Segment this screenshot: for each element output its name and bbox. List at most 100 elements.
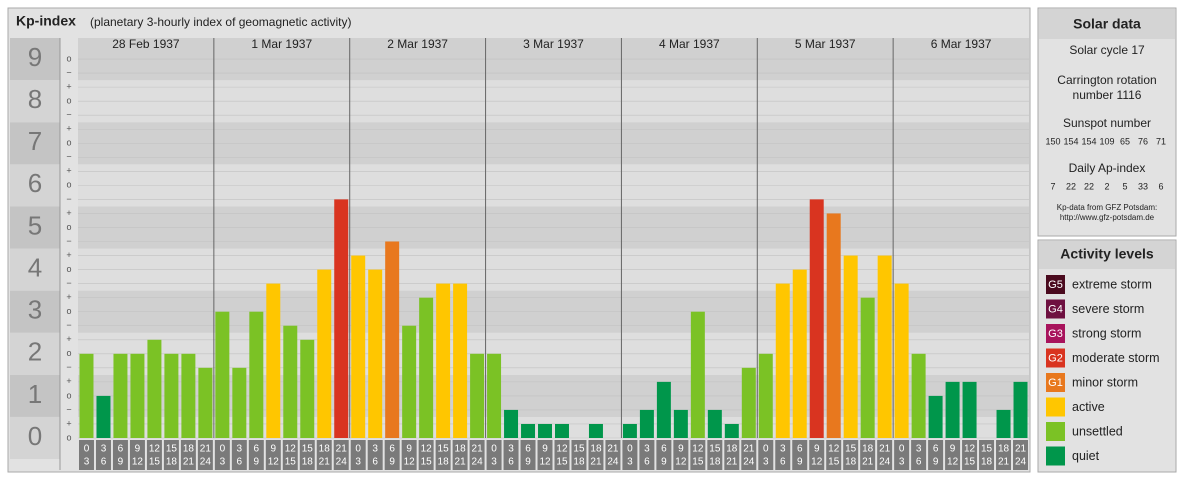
x-tick-label: 9 xyxy=(135,444,141,455)
x-tick-label: 9 xyxy=(118,457,124,468)
x-tick-label: 6 xyxy=(797,444,803,455)
value-ap: 22 xyxy=(1084,181,1094,191)
legend-label: active xyxy=(1072,400,1105,414)
x-tick-label: 12 xyxy=(947,457,959,468)
bar xyxy=(945,381,960,438)
x-label-box xyxy=(282,440,298,470)
x-label-box xyxy=(775,440,791,470)
x-label-box xyxy=(996,440,1012,470)
chart-title: Kp-index xyxy=(16,13,76,29)
x-label-box xyxy=(248,440,264,470)
y-minor-label: + xyxy=(66,292,71,302)
x-tick-label: 21 xyxy=(607,444,619,455)
panel-title: Activity levels xyxy=(1060,246,1154,262)
x-tick-label: 15 xyxy=(285,457,297,468)
bar xyxy=(1013,381,1028,438)
x-label-box xyxy=(214,440,230,470)
x-label-box xyxy=(197,440,213,470)
day-label: 6 Mar 1937 xyxy=(931,37,992,51)
x-label-box xyxy=(367,440,383,470)
y-tick-label: 4 xyxy=(28,252,42,282)
x-tick-label: 3 xyxy=(508,444,514,455)
y-minor-label: − xyxy=(66,320,71,330)
x-label-box xyxy=(792,440,808,470)
x-tick-label: 3 xyxy=(916,444,922,455)
bar xyxy=(470,353,485,438)
y-minor-label: + xyxy=(66,250,71,260)
y-minor-label: o xyxy=(66,138,71,148)
bar xyxy=(504,409,519,438)
bar xyxy=(351,255,366,438)
x-tick-label: 18 xyxy=(862,444,874,455)
y-minor-label: − xyxy=(66,110,71,120)
day-label: 1 Mar 1937 xyxy=(251,37,312,51)
bar xyxy=(96,395,111,438)
value-sunspot: 71 xyxy=(1156,136,1166,146)
bar xyxy=(928,395,943,438)
x-tick-label: 21 xyxy=(455,457,467,468)
y-tick-label: 0 xyxy=(28,421,42,451)
x-tick-label: 9 xyxy=(933,457,939,468)
x-tick-label: 0 xyxy=(355,444,361,455)
legend-swatch xyxy=(1046,324,1065,343)
bar xyxy=(300,339,315,438)
x-tick-label: 6 xyxy=(372,457,378,468)
x-tick-label: 6 xyxy=(101,457,107,468)
bar xyxy=(656,381,671,438)
bar xyxy=(809,199,824,438)
bar xyxy=(317,269,332,438)
x-tick-label: 24 xyxy=(879,457,891,468)
x-tick-label: 18 xyxy=(166,457,178,468)
panel-title: Solar data xyxy=(1073,16,1141,32)
x-label-box xyxy=(741,440,757,470)
x-tick-label: 9 xyxy=(406,444,412,455)
x-tick-label: 0 xyxy=(899,444,905,455)
x-tick-label: 12 xyxy=(811,457,823,468)
x-label-box xyxy=(571,440,587,470)
x-label-box xyxy=(707,440,723,470)
x-label-box xyxy=(554,440,570,470)
legend-swatch xyxy=(1046,446,1065,466)
bar xyxy=(79,353,94,438)
bar xyxy=(232,367,247,438)
x-label-box xyxy=(537,440,553,470)
panel-header xyxy=(1039,9,1175,39)
x-tick-label: 3 xyxy=(491,457,497,468)
legend-badge: G1 xyxy=(1048,377,1063,389)
x-label-box xyxy=(265,440,281,470)
bar xyxy=(877,255,892,438)
x-tick-label: 9 xyxy=(797,457,803,468)
x-tick-label: 9 xyxy=(542,444,548,455)
x-tick-label: 12 xyxy=(285,444,297,455)
y-label-band xyxy=(10,122,60,165)
value-sunspot: 76 xyxy=(1138,136,1148,146)
x-label-box xyxy=(588,440,604,470)
x-tick-label: 18 xyxy=(319,444,331,455)
x-label-box xyxy=(435,440,451,470)
bar xyxy=(860,297,875,438)
y-minor-label: o xyxy=(66,96,71,106)
x-tick-label: 3 xyxy=(644,444,650,455)
y-minor-label: − xyxy=(66,67,71,77)
x-tick-label: 18 xyxy=(438,457,450,468)
x-tick-label: 9 xyxy=(950,444,956,455)
x-tick-label: 6 xyxy=(644,457,650,468)
bar xyxy=(538,423,552,438)
y-minor-label: − xyxy=(66,404,71,414)
x-label-box xyxy=(503,440,519,470)
x-tick-label: 21 xyxy=(472,444,484,455)
x-tick-label: 12 xyxy=(404,457,416,468)
bar xyxy=(181,353,196,438)
x-tick-label: 0 xyxy=(627,444,633,455)
x-label-box xyxy=(486,440,502,470)
bar xyxy=(826,213,841,438)
y-tick-label: 2 xyxy=(28,337,42,367)
x-tick-label: 6 xyxy=(118,444,124,455)
bar xyxy=(283,325,298,438)
x-label-box xyxy=(231,440,247,470)
bar xyxy=(792,269,807,438)
x-label-box xyxy=(911,440,927,470)
x-label-box xyxy=(95,440,111,470)
legend-badge: G5 xyxy=(1048,279,1063,291)
y-label-band xyxy=(10,332,60,375)
